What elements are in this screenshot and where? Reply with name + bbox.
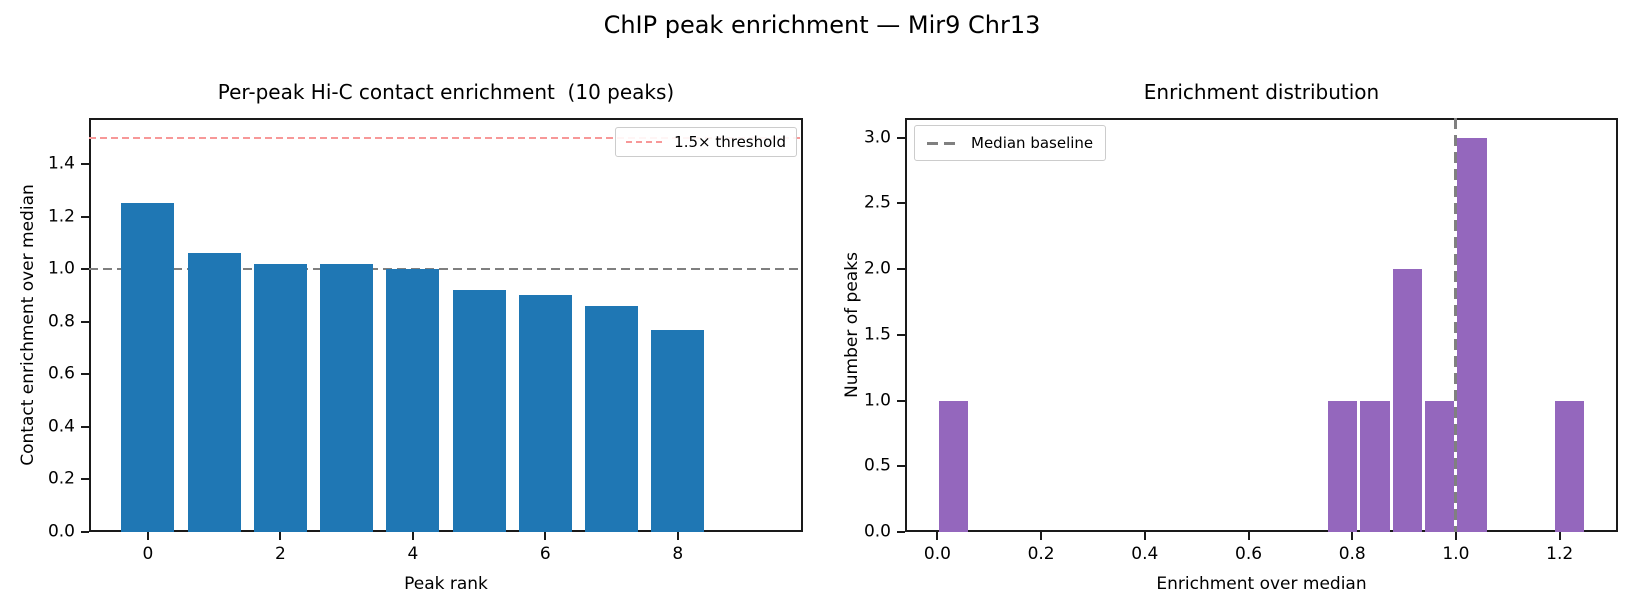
right-y-axis-label: Number of peaks [842,252,862,398]
bar [518,295,572,532]
y-tick-label: 2.5 [863,192,891,213]
right-x-axis-label: Enrichment over median [1156,574,1367,594]
x-tick [1351,532,1354,540]
x-tick-label: 1.0 [1442,544,1470,564]
x-tick [279,532,282,540]
x-tick-label: 2 [274,544,286,564]
histogram-bar [1327,400,1358,532]
y-tick [81,215,89,218]
median-line [89,268,803,271]
x-tick-label: 0.4 [1131,544,1159,564]
x-tick-label: 1.2 [1546,544,1574,564]
y-tick [81,425,89,428]
x-tick-label: 0 [142,544,154,564]
y-tick-label: 0.2 [47,468,75,489]
bar [187,253,241,532]
y-tick [81,531,89,533]
figure-title: ChIP peak enrichment — Mir9 Chr13 [603,11,1041,39]
y-tick [81,373,89,376]
y-tick [81,320,89,323]
y-tick-label: 0.5 [863,455,891,476]
x-tick-label: 0.2 [1027,544,1055,564]
right-axes: Enrichment distribution Number of peaks … [842,80,1618,594]
y-tick-label: 0.0 [863,521,891,542]
histogram-bar [1554,400,1585,532]
bar [651,329,705,532]
x-tick [411,532,414,540]
bar [121,203,175,532]
y-tick-label: 3.0 [863,127,891,148]
histogram-bar [1425,400,1455,532]
x-tick [146,532,149,540]
y-tick [81,163,89,165]
y-tick-label: 1.4 [47,153,75,174]
median-baseline-line-icon [927,141,961,145]
y-tick [897,136,905,139]
bar [253,263,307,532]
x-tick [1143,532,1146,540]
y-tick-label: 2.0 [863,258,891,279]
bar [386,269,440,532]
y-tick [81,478,89,481]
left-legend-label: 1.5× threshold [674,133,786,151]
x-tick-label: 0.8 [1338,544,1366,564]
right-plot-area [905,118,1618,532]
y-tick-label: 1.2 [47,206,75,227]
y-tick-label: 1.0 [863,390,891,411]
x-tick-label: 6 [539,544,551,564]
x-tick [676,532,679,540]
histogram-bar [1392,269,1423,532]
right-axes-title: Enrichment distribution [1143,80,1380,104]
histogram-bar [938,400,969,532]
bar [320,263,374,532]
median-baseline-line [1454,118,1458,532]
left-legend: 1.5× threshold [615,127,797,157]
y-tick [81,268,89,271]
right-legend: Median baseline [914,125,1107,161]
histogram-bar [1360,400,1390,532]
x-tick [1247,532,1250,540]
y-tick [897,399,905,402]
y-tick-label: 1.0 [47,258,75,279]
y-tick-label: 0.6 [47,363,75,384]
y-tick-label: 0.4 [47,416,75,437]
left-axes-title: Per-peak Hi-C contact enrichment (10 pea… [217,80,675,104]
bar [452,290,506,532]
left-axes: Per-peak Hi-C contact enrichment (10 pea… [18,80,803,594]
left-x-axis-label: Peak rank [404,574,488,594]
y-tick-label: 0.0 [47,521,75,542]
x-tick [1040,532,1043,540]
y-tick [897,202,905,205]
x-tick-label: 8 [672,544,684,564]
y-tick-label: 0.8 [47,311,75,332]
x-tick-label: 0.6 [1235,544,1263,564]
y-tick [897,268,905,271]
x-tick [544,532,547,540]
x-tick [936,532,939,540]
x-tick-label: 0.0 [923,544,951,564]
threshold-line-icon [626,141,665,143]
bar [585,305,639,532]
y-tick [897,333,905,336]
x-tick [1558,532,1561,540]
y-tick-label: 1.5 [863,324,891,345]
x-tick [1454,532,1457,540]
threshold-line [89,136,803,139]
left-y-axis-label: Contact enrichment over median [18,184,38,466]
histogram-bar [1457,137,1487,532]
right-legend-label: Median baseline [971,134,1094,152]
y-tick [897,465,905,468]
y-tick [897,531,905,533]
x-tick-label: 4 [407,544,419,564]
